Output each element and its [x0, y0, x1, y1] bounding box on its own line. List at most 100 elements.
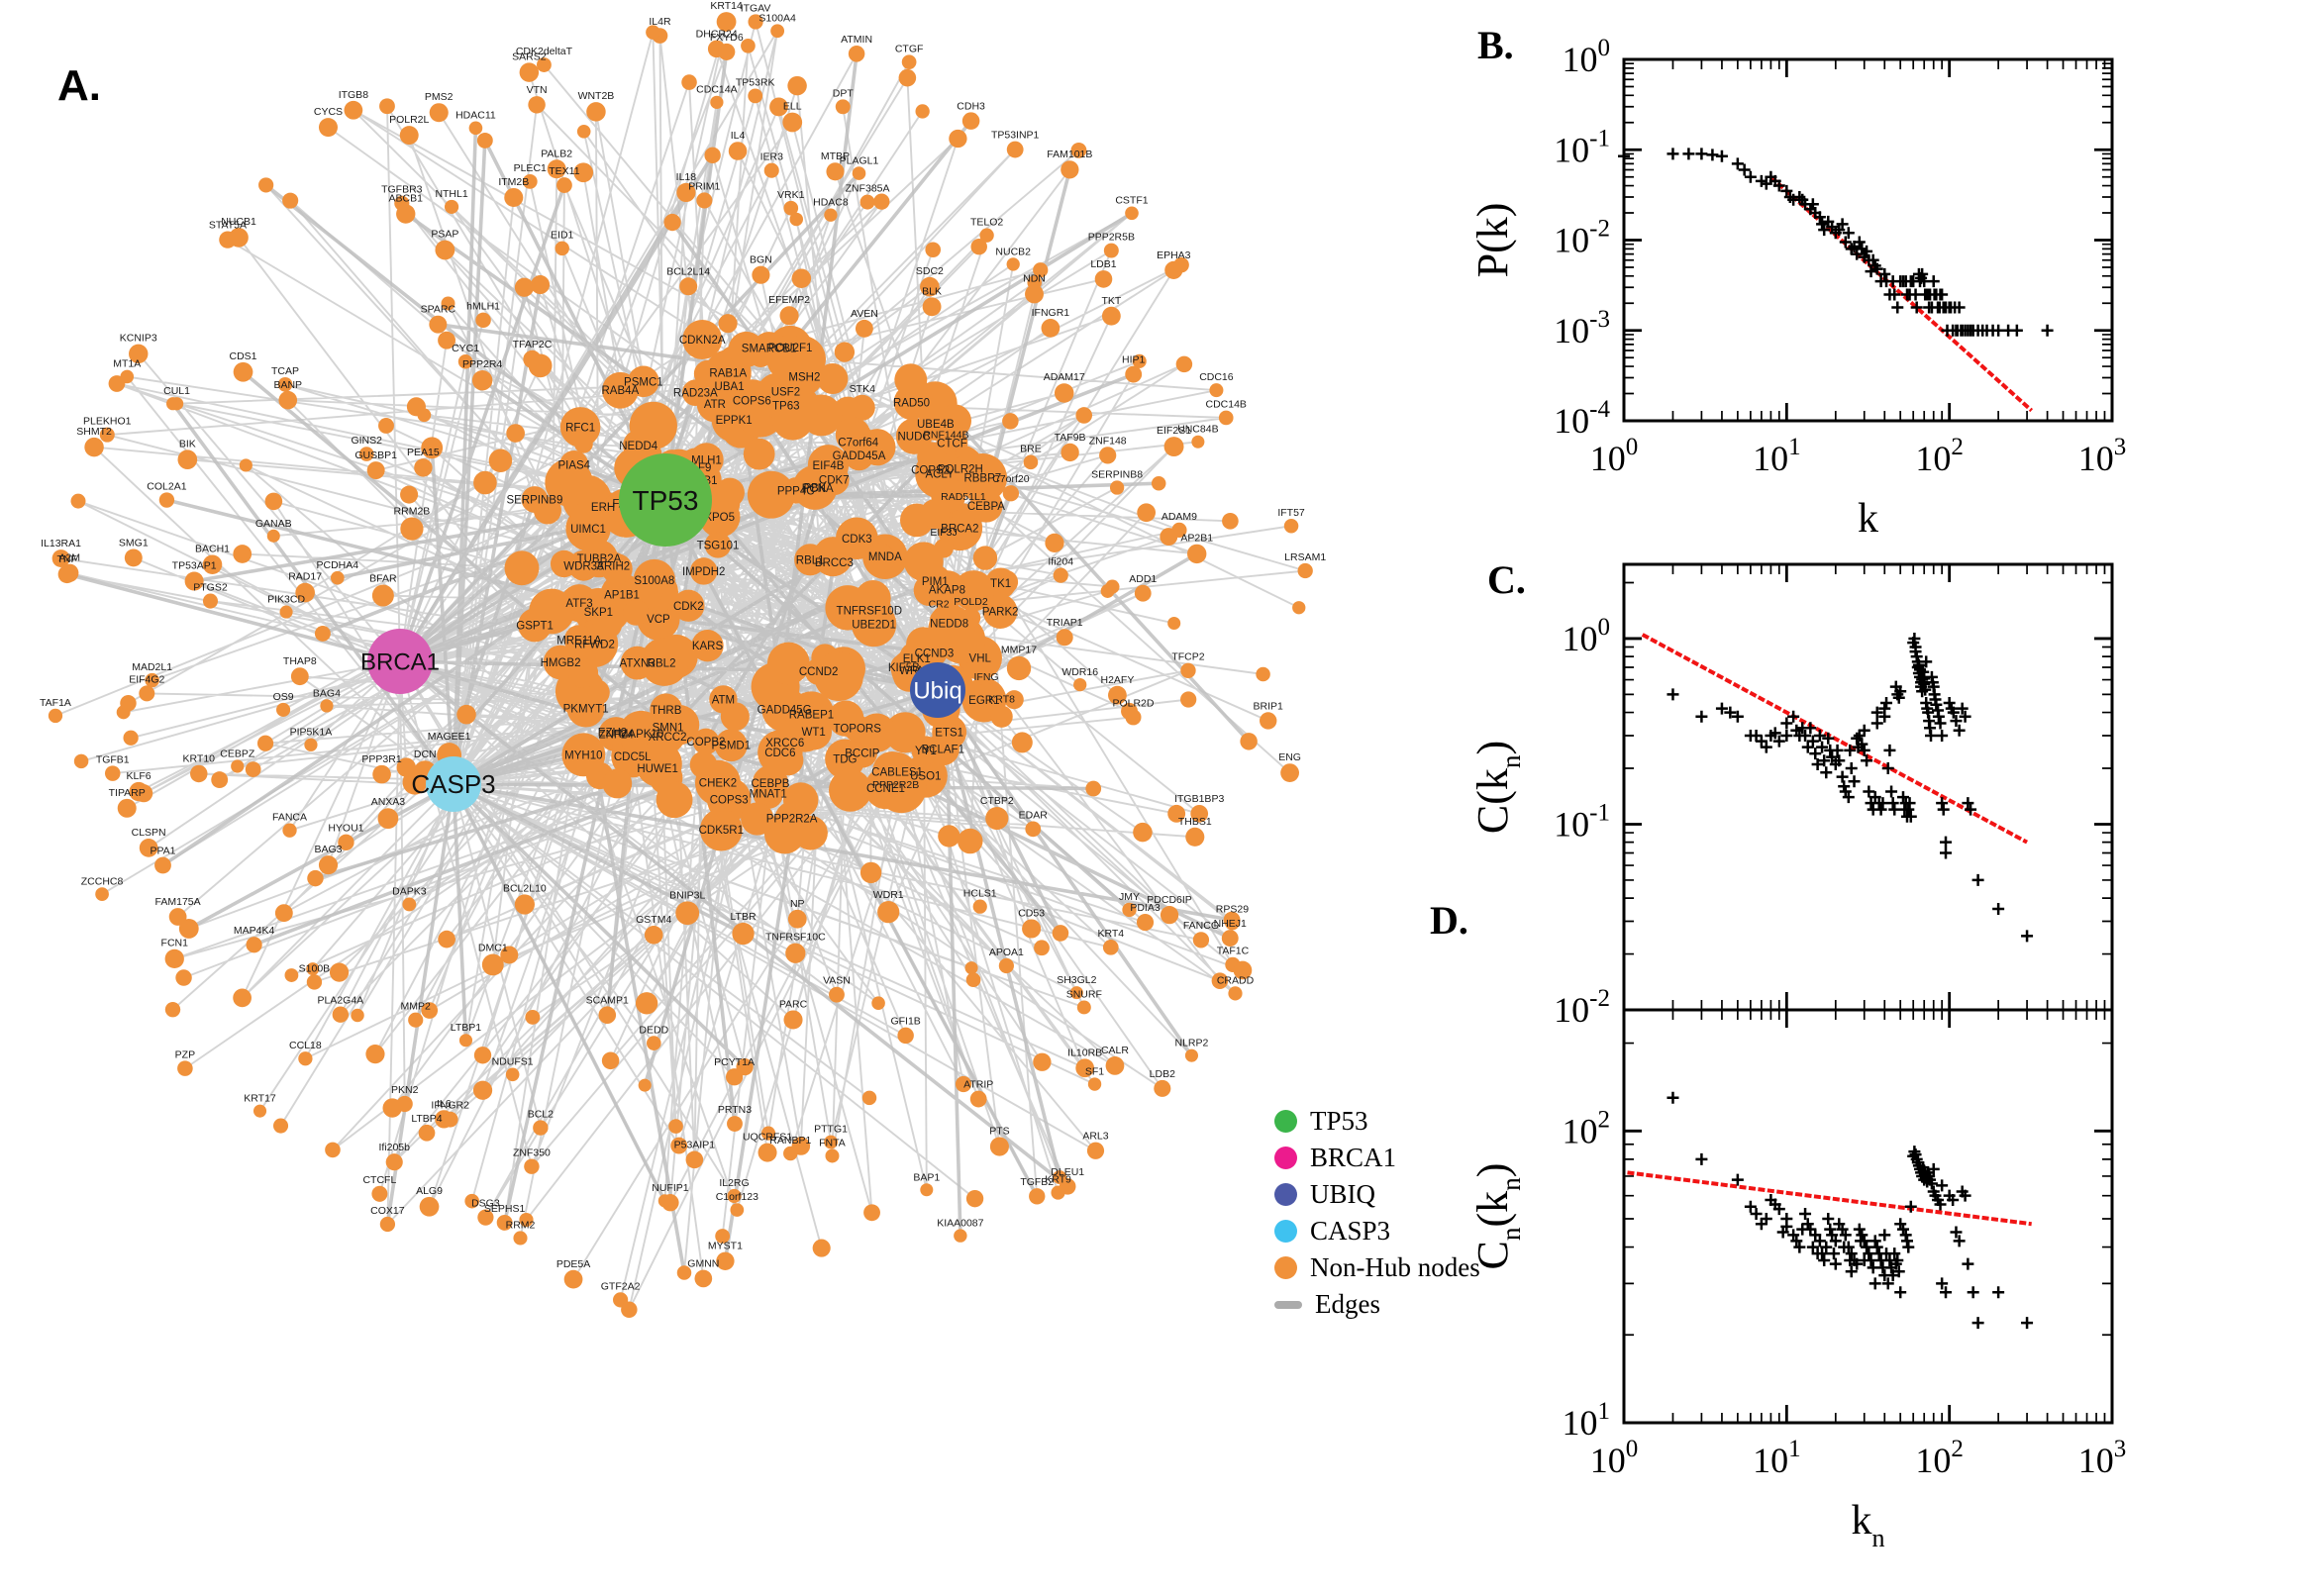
- gene-label: TAF9B: [1055, 432, 1086, 444]
- legend-label: CASP3: [1310, 1216, 1391, 1246]
- non-hub-node: [872, 750, 913, 791]
- gene-label: PRIM1: [688, 180, 720, 192]
- gene-label: COL2A1: [147, 480, 186, 492]
- gene-label: DAPK3: [392, 885, 427, 897]
- non-hub-node: [716, 12, 737, 32]
- gene-label: CDK5R1: [699, 825, 744, 837]
- non-hub-node: [689, 557, 718, 585]
- gene-label: NEDD8: [930, 618, 968, 630]
- panel-label-c: C.: [1487, 557, 1526, 602]
- gene-label: DPT: [833, 87, 855, 99]
- non-hub-node: [1045, 533, 1064, 552]
- gene-label: ATF3: [565, 598, 592, 610]
- gene-label: RRM2: [506, 1219, 536, 1231]
- gene-label: ADAM9: [1162, 511, 1197, 523]
- non-hub-node: [958, 828, 983, 854]
- non-hub-node: [829, 768, 872, 812]
- gene-label: RNF144B: [923, 429, 968, 441]
- non-hub-node: [177, 449, 198, 470]
- gene-label: LDB2: [1150, 1068, 1175, 1080]
- non-hub-node: [563, 625, 594, 655]
- non-hub-node: [471, 369, 493, 391]
- gene-label: THRB: [651, 705, 682, 717]
- tick-label: 100: [1563, 614, 1611, 658]
- non-hub-node: [396, 757, 416, 777]
- non-hub-node: [925, 242, 942, 258]
- gene-label: ZNF148: [1089, 435, 1127, 447]
- legend-item-edges: Edges: [1274, 1286, 1480, 1323]
- non-hub-node: [573, 162, 594, 183]
- non-hub-node: [824, 208, 838, 222]
- gene-label: BCL2L14: [666, 265, 710, 277]
- gene-label: GMNN: [687, 1258, 719, 1270]
- non-hub-node: [1060, 443, 1079, 462]
- gene-label: POLR2D: [1112, 697, 1154, 709]
- gene-label: MNAT1: [750, 789, 787, 801]
- non-hub-node: [961, 112, 980, 130]
- non-hub-node: [955, 1075, 972, 1093]
- gene-label: RANBP1: [769, 1135, 811, 1147]
- gene-label: BGN: [750, 254, 772, 266]
- non-hub-node: [1025, 284, 1044, 304]
- non-hub-node: [586, 102, 606, 122]
- non-hub-node: [859, 194, 875, 210]
- gene-label: BAG3: [315, 844, 343, 855]
- non-hub-node: [272, 1118, 289, 1134]
- gene-label: PARK2: [982, 607, 1019, 619]
- gene-label: TGFBR3: [381, 184, 423, 196]
- non-hub-node: [824, 1135, 838, 1149]
- gene-label: CDK7: [819, 475, 850, 487]
- gene-label: ITGB8: [339, 89, 369, 101]
- gene-label: S100A8: [634, 575, 674, 587]
- non-hub-node: [175, 969, 192, 986]
- non-hub-node: [135, 784, 153, 803]
- non-hub-node: [922, 297, 942, 317]
- axis-label: k: [1858, 496, 1878, 540]
- non-hub-node: [472, 1080, 493, 1100]
- non-hub-node: [1105, 579, 1120, 594]
- gene-label: TCAP: [271, 365, 299, 377]
- non-hub-node: [1209, 383, 1224, 398]
- non-hub-node: [284, 968, 299, 982]
- gene-label: ARL3: [1082, 1131, 1108, 1143]
- gene-label: RBL1: [796, 554, 825, 566]
- non-hub-node: [1133, 822, 1153, 843]
- gene-label: BIK: [179, 438, 196, 449]
- gene-label: PIP5K1A: [290, 727, 333, 739]
- non-hub-node: [504, 187, 524, 208]
- non-hub-node: [954, 1229, 967, 1243]
- gene-label: TELO2: [970, 217, 1003, 229]
- non-hub-node: [154, 856, 171, 874]
- non-hub-node: [264, 492, 283, 511]
- gene-label: KRT4: [1097, 928, 1124, 940]
- hub-label-brca1: BRCA1: [360, 648, 440, 675]
- gene-label: DMC1: [478, 942, 508, 953]
- gene-label: MAGEE1: [428, 731, 471, 743]
- non-hub-node: [500, 946, 519, 964]
- non-hub-node: [668, 1119, 683, 1134]
- gene-label: A2M: [58, 552, 80, 564]
- gene-label: CALR: [1101, 1045, 1129, 1056]
- non-hub-node: [715, 1229, 731, 1244]
- gene-label: CDS1: [230, 350, 257, 362]
- gene-label: TRIAP1: [1047, 617, 1083, 629]
- non-hub-node: [421, 1002, 439, 1019]
- gene-label: SPARC: [421, 304, 456, 316]
- gene-label: FAM101B: [1047, 149, 1092, 160]
- gene-label: DCN: [414, 748, 437, 760]
- non-hub-node: [351, 1008, 364, 1023]
- non-hub-node: [399, 126, 419, 146]
- gene-label: THBS1: [1178, 816, 1212, 828]
- non-hub-node: [685, 1150, 704, 1169]
- gene-label: EGR1: [968, 695, 999, 707]
- gene-label: PBK: [803, 482, 826, 494]
- panel-label-b: B.: [1477, 23, 1514, 67]
- gene-label: DLEU1: [1051, 1166, 1084, 1178]
- gene-label: PSMD1: [712, 741, 752, 752]
- non-hub-node: [704, 147, 721, 164]
- non-hub-node: [481, 953, 504, 976]
- non-hub-node: [435, 240, 455, 260]
- gene-label: PPP2R2B: [872, 779, 919, 791]
- non-hub-node: [861, 1090, 877, 1106]
- gene-label: SNURF: [1066, 988, 1102, 1000]
